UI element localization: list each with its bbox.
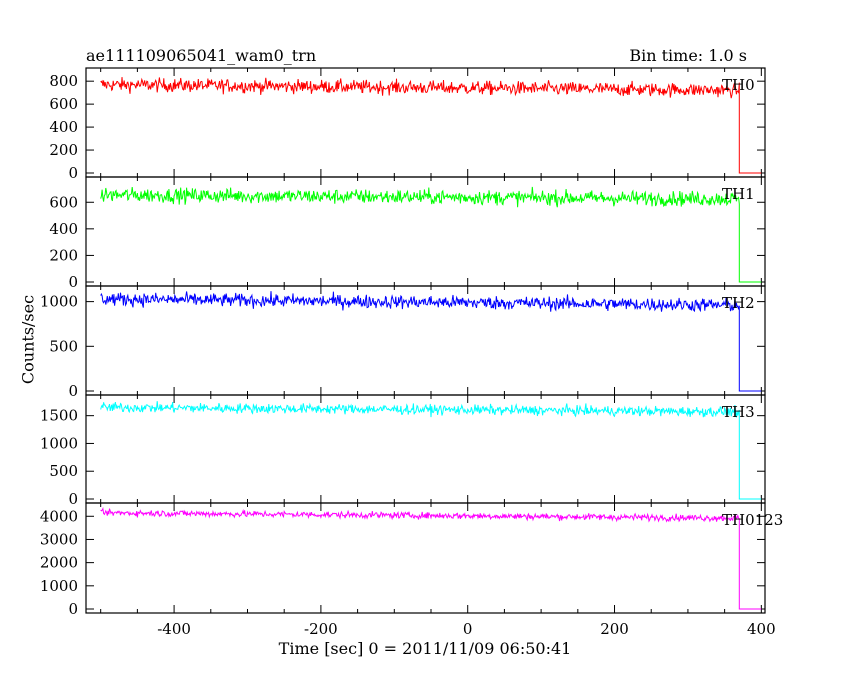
y-tick-label: 600 (49, 193, 78, 211)
y-tick-label: 500 (49, 462, 78, 480)
x-axis-label: Time [sec] 0 = 2011/11/09 06:50:41 (278, 639, 572, 658)
y-tick-label: 1000 (40, 434, 78, 452)
y-tick-label: 600 (49, 95, 78, 113)
y-tick-label: 2000 (40, 554, 78, 572)
series-line-th0123 (100, 507, 762, 610)
y-tick-label: 0 (68, 490, 78, 508)
x-tick-label: 400 (747, 620, 776, 638)
x-tick-label: -400 (157, 620, 191, 638)
plot-title: ae111109065041_wam0_trn (86, 46, 317, 65)
y-tick-label: 400 (49, 220, 78, 238)
y-tick-label: 1500 (40, 407, 78, 425)
x-tick-label: 200 (600, 620, 629, 638)
y-axis-label: Counts/sec (18, 294, 38, 385)
x-tick-label: -200 (304, 620, 338, 638)
y-tick-label: 400 (49, 118, 78, 136)
panel-label-th1: TH1 (722, 185, 755, 203)
y-tick-label: 0 (68, 382, 78, 400)
y-tick-label: 200 (49, 246, 78, 264)
y-tick-label: 800 (49, 72, 78, 90)
series-line-th2 (100, 291, 762, 392)
panel-label-th3: TH3 (722, 403, 755, 421)
y-tick-label: 1000 (40, 577, 78, 595)
bin-time-label: Bin time: 1.0 s (629, 46, 747, 65)
panel-label-th0123: TH0123 (722, 511, 783, 529)
y-tick-label: 500 (49, 337, 78, 355)
panel-frame-th3 (85, 394, 766, 504)
series-line-th0 (100, 77, 762, 174)
y-tick-label: 0 (68, 600, 78, 618)
x-tick-label: 0 (463, 620, 473, 638)
panel-label-th2: TH2 (722, 294, 755, 312)
panel-label-th0: TH0 (722, 76, 755, 94)
series-line-th1 (100, 186, 762, 283)
y-tick-label: 0 (68, 164, 78, 182)
y-tick-label: 0 (68, 273, 78, 291)
y-tick-label: 200 (49, 141, 78, 159)
y-tick-label: 3000 (40, 530, 78, 548)
y-tick-label: 1000 (40, 293, 78, 311)
panel-frame-th0123 (85, 502, 766, 614)
y-tick-label: 4000 (40, 507, 78, 525)
series-line-th3 (100, 401, 762, 500)
